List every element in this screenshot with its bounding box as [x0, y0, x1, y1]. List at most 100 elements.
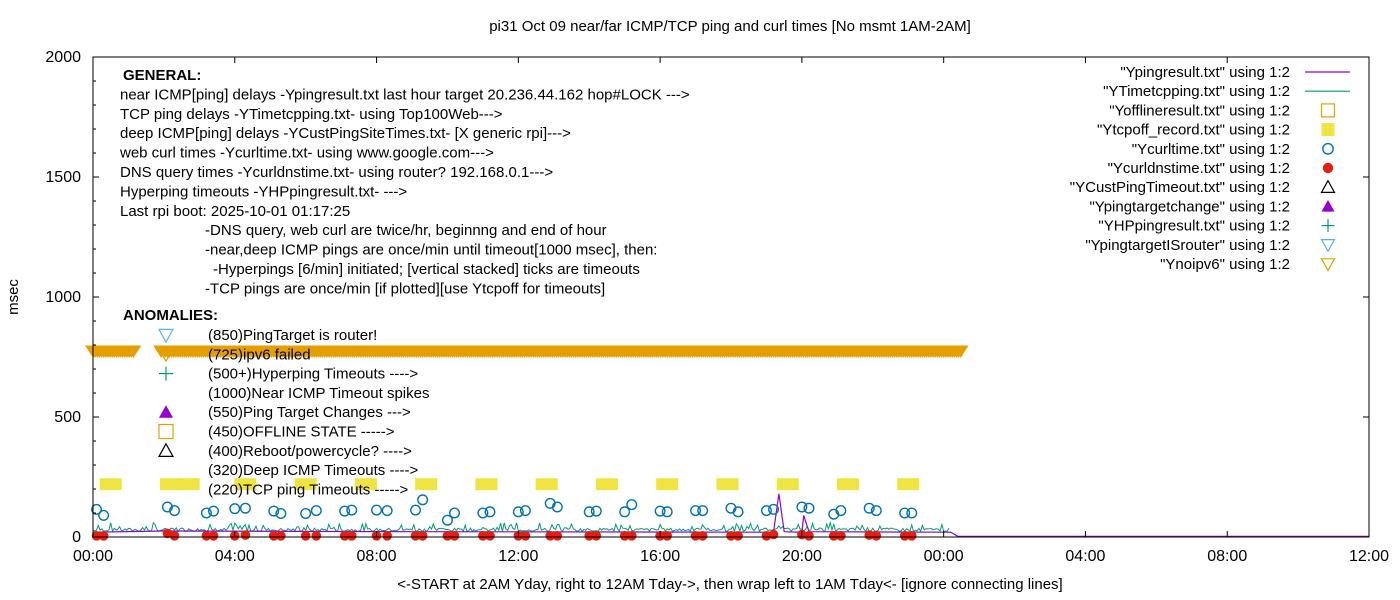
- legend: "Ypingresult.txt" using 1:2 "YTimetcpping…: [1070, 64, 1350, 273]
- general-annotation-line: TCP ping delays -YTimetcpping.txt- using…: [120, 106, 503, 123]
- legend-swatch-marker: [1322, 142, 1334, 155]
- curltime-point: [310, 505, 322, 517]
- anomaly-annotation: (320)Deep ICMP Timeouts ---->: [208, 462, 418, 479]
- legend-entry-label: "Ytcpoff_record.txt" using 1:2: [1097, 122, 1290, 139]
- x-tick-label: 00:00: [73, 548, 113, 565]
- anomaly-annotation: (500+)Hyperping Timeouts ---->: [208, 366, 418, 383]
- curltime-point: [583, 506, 595, 518]
- anomaly-marker-icon: [157, 442, 175, 457]
- curltime-point: [899, 507, 911, 519]
- curldnstime-point: [91, 531, 102, 541]
- curldnstime-point: [201, 531, 212, 541]
- y-tick-label: 500: [54, 409, 81, 426]
- curltime-point: [268, 505, 280, 517]
- y-tick-label: 2000: [45, 49, 81, 66]
- curldnstime-point: [662, 531, 672, 541]
- anomaly-annotation: (550)Ping Target Changes --->: [208, 404, 411, 421]
- tcpoff-point: [716, 478, 739, 491]
- curltime-point: [760, 505, 772, 517]
- x-tick-label: 04:00: [215, 548, 255, 565]
- curldnstime-point: [626, 531, 637, 541]
- curltime-point: [169, 505, 181, 517]
- general-annotation-line: GENERAL:: [123, 67, 201, 84]
- noipv6-point: [125, 345, 142, 358]
- curldnstime-point: [697, 531, 708, 541]
- curltime-point: [619, 506, 631, 518]
- curldnstime-point: [240, 530, 251, 540]
- tcpoff-point: [294, 478, 317, 491]
- curltime-point: [519, 505, 531, 517]
- curltime-point: [512, 506, 524, 518]
- legend-entry-label: "YCustPingTimeout.txt" using 1:2: [1070, 179, 1290, 196]
- curldnstime-point: [339, 531, 350, 541]
- legend-entry-label: "Ynoipv6" using 1:2: [1160, 256, 1290, 273]
- legend-swatch-marker: [1320, 239, 1336, 253]
- curldnstime-point: [899, 531, 910, 541]
- curldnstime-point: [726, 531, 736, 541]
- curltime-point: [161, 501, 173, 513]
- x-tick-label: 12:00: [1349, 548, 1389, 565]
- curldnstime-point: [169, 531, 180, 541]
- curltime-point: [229, 503, 241, 515]
- general-annotation-line: -Hyperpings [6/min] initiated; [vertical…: [213, 261, 640, 278]
- legend-entry-label: "Ypingtargetchange" using 1:2: [1089, 198, 1290, 215]
- legend-entry-label: "YTimetcpping.txt" using 1:2: [1103, 83, 1290, 100]
- curltime-point: [208, 505, 220, 517]
- curltime-point: [796, 501, 808, 513]
- curldnstime-point: [417, 531, 428, 541]
- tcpoff-point: [836, 478, 859, 491]
- curltime-point: [417, 494, 429, 506]
- curldnstime-point: [276, 531, 286, 541]
- curltime-point: [690, 505, 702, 517]
- curltime-point: [239, 502, 251, 514]
- curltime-point: [768, 503, 780, 515]
- tcpoff-point: [776, 478, 799, 491]
- noipv6-point: [952, 345, 969, 358]
- tcpoff-point: [656, 478, 679, 491]
- curldnstime-point: [761, 531, 772, 541]
- curltime-point: [906, 507, 918, 519]
- x-tick-label: 04:00: [1065, 548, 1105, 565]
- anomaly-marker-icon: [158, 423, 174, 440]
- curltime-point: [200, 507, 212, 519]
- x-tick-label: 16:00: [640, 548, 680, 565]
- curldnstime-point: [485, 531, 495, 541]
- curltime-point: [441, 514, 453, 526]
- curltime-point: [339, 505, 351, 517]
- curldnstime-point: [449, 531, 460, 541]
- curltime-point: [544, 497, 556, 509]
- legend-swatch-marker: [1320, 179, 1336, 193]
- curldnstime-point: [382, 531, 392, 541]
- tcpoff-point: [177, 478, 200, 491]
- curldnstime-point: [442, 531, 453, 541]
- legend-entry-label: "YHPpingresult.txt" using 1:2: [1098, 218, 1290, 235]
- anomaly-marker-icon: [159, 366, 173, 381]
- curltime-point: [697, 505, 709, 517]
- legend-entry-label: "YpingtargetISrouter" using 1:2: [1085, 237, 1290, 254]
- curltime-point: [410, 504, 422, 516]
- curltime-point: [732, 506, 744, 518]
- curltime-point: [477, 507, 489, 519]
- legend-swatch-marker: [1321, 199, 1335, 212]
- curltime-point: [371, 504, 383, 516]
- general-annotation-line: -near,deep ICMP pings are once/min until…: [205, 242, 657, 259]
- tcpoff-point: [475, 478, 498, 491]
- tcpoff-point: [159, 478, 182, 491]
- legend-swatch-marker: [1320, 258, 1336, 272]
- curldnstime-point: [584, 531, 595, 541]
- curldnstime-point: [545, 531, 556, 541]
- legend-entry-label: "Yofflineresult.txt" using 1:2: [1109, 102, 1290, 119]
- x-tick-label: 00:00: [924, 548, 964, 565]
- tcpoff-point: [234, 478, 257, 491]
- curldnstime-point: [836, 531, 846, 541]
- curltime-point: [590, 505, 602, 517]
- curldnstime-point: [520, 531, 531, 541]
- axes-layer: 00:00 04:00 08:00 12:00 16:00 20:00 00:00 04:00…: [45, 49, 1389, 565]
- anomaly-marker-icon: [159, 405, 173, 418]
- general-annotation-line: near ICMP[ping] delays -Ypingresult.txt …: [120, 86, 690, 103]
- anomaly-annotation: (400)Reboot/powercycle? ---->: [208, 443, 412, 460]
- general-annotation-line: DNS query times -Ycurldnstime.txt- using…: [120, 164, 553, 181]
- curldnstime-point: [552, 531, 563, 541]
- curltime-point: [381, 505, 393, 517]
